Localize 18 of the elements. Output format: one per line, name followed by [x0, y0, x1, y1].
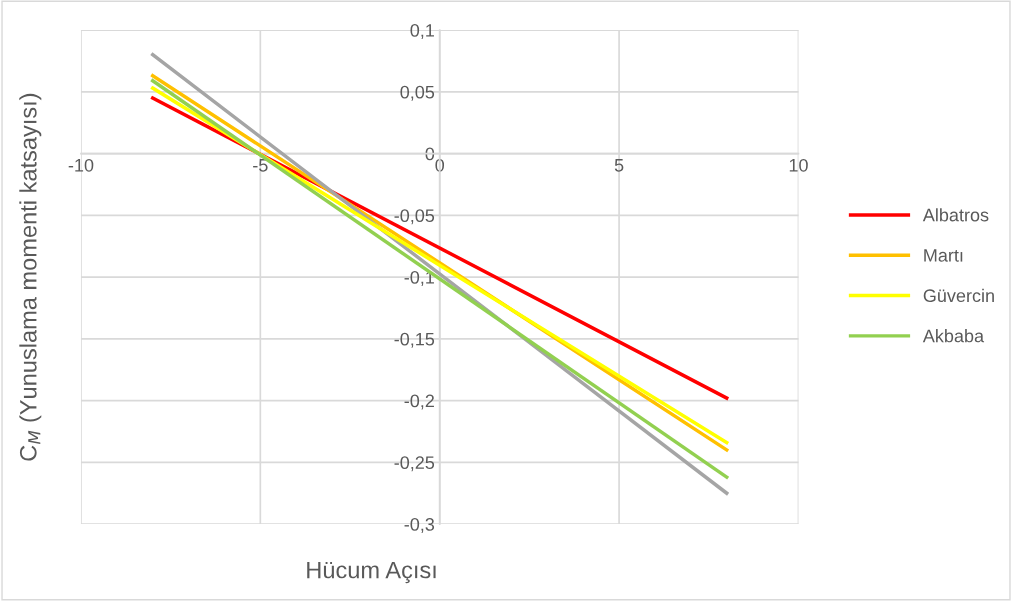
y-axis-title: C$_{M}$ (Yunuslama momenti katsayısı) [19, 93, 42, 461]
legend-label: Akbaba [922, 329, 985, 343]
y-tick-label: -0,25 [394, 456, 435, 472]
y-tick-label: 0,1 [410, 23, 434, 39]
x-tick-label: 5 [614, 159, 624, 172]
legend-label: Albatros [922, 208, 989, 222]
y-tick-label: -0,2 [404, 394, 434, 410]
legend-label: Güvercin [923, 288, 994, 303]
y-tick-label: 0 [425, 147, 435, 161]
y-tick-label: -0,3 [404, 518, 435, 533]
x-tick-label: -10 [68, 158, 94, 172]
y-tick-label: -0,15 [394, 332, 435, 348]
legend-label: Martı [924, 249, 963, 262]
x-tick-label: -5 [253, 159, 268, 172]
x-tick-label: 10 [789, 158, 808, 172]
y-tick-label: -0,05 [394, 209, 435, 225]
x-axis-title: Hücum Açısı [307, 561, 436, 584]
y-tick-label: 0,05 [400, 85, 435, 101]
